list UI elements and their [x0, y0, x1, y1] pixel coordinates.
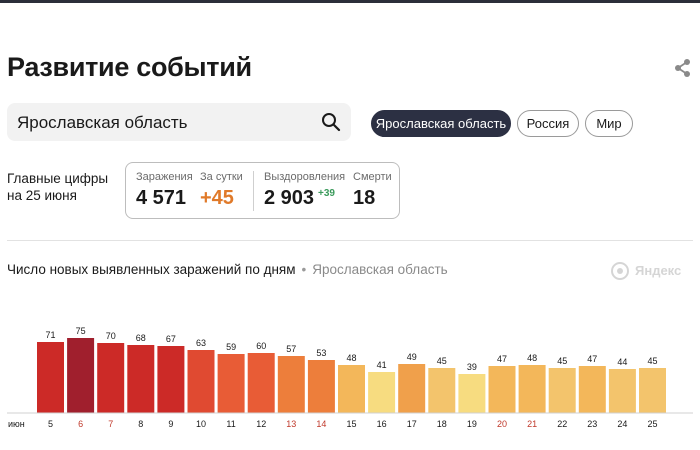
region-search-field[interactable]: Ярославская область — [7, 103, 351, 141]
value-label-jun-16: 41 — [377, 360, 387, 370]
bar-jun-24[interactable] — [608, 369, 636, 413]
x-tick-label-jun-16: 16 — [377, 419, 387, 429]
x-tick-label-jun-17: 17 — [407, 419, 417, 429]
card-divider — [253, 171, 254, 211]
x-tick-label-jun-9: 9 — [168, 419, 173, 429]
daily-value: +45 — [200, 187, 234, 209]
bar-jun-25[interactable] — [639, 368, 666, 413]
deaths-label: Смерти — [353, 171, 392, 183]
value-label-jun-11: 59 — [226, 342, 236, 352]
infected-label: Заражения — [136, 171, 193, 183]
value-label-jun-18: 45 — [437, 356, 447, 366]
bar-jun-12[interactable] — [247, 353, 275, 413]
x-tick-label-jun-22: 22 — [557, 419, 567, 429]
yandex-logo-icon — [611, 262, 629, 280]
chip-russia[interactable]: Россия — [517, 110, 579, 137]
x-tick-label-jun-15: 15 — [346, 419, 356, 429]
x-tick-label-jun-12: 12 — [256, 419, 266, 429]
value-label-jun-17: 49 — [407, 352, 417, 362]
value-label-jun-8: 68 — [136, 333, 146, 343]
value-label-jun-20: 47 — [497, 354, 507, 364]
x-tick-label-jun-23: 23 — [587, 419, 597, 429]
deaths-value: 18 — [353, 187, 376, 209]
bar-jun-17[interactable] — [398, 364, 426, 413]
chip-yaroslavl-region[interactable]: Ярославская область — [371, 110, 511, 137]
search-input[interactable]: Ярославская область — [17, 113, 188, 132]
chip-world[interactable]: Мир — [585, 110, 633, 137]
bar-jun-10[interactable] — [187, 350, 215, 413]
key-figures-title: Главные цифры — [7, 171, 109, 186]
x-tick-label-jun-13: 13 — [286, 419, 296, 429]
x-tick-label-jun-10: 10 — [196, 419, 206, 429]
x-tick-label-jun-18: 18 — [437, 419, 447, 429]
value-label-jun-6: 75 — [76, 326, 86, 336]
value-label-jun-10: 63 — [196, 338, 206, 348]
bar-jun-9[interactable] — [157, 346, 185, 413]
value-label-jun-15: 48 — [346, 353, 356, 363]
value-label-jun-9: 67 — [166, 334, 176, 344]
chart-title-separator: • — [301, 262, 307, 277]
x-tick-label-jun-14: 14 — [316, 419, 326, 429]
x-axis-month-label: июн — [8, 419, 25, 429]
bar-jun-14[interactable] — [307, 360, 335, 413]
recovered-value: 2 903 — [264, 187, 315, 209]
bar-jun-23[interactable] — [578, 366, 606, 413]
value-label-jun-7: 70 — [106, 331, 116, 341]
x-tick-label-jun-19: 19 — [467, 419, 477, 429]
value-label-jun-22: 45 — [557, 356, 567, 366]
bar-jun-7[interactable] — [97, 343, 125, 413]
bar-jun-18[interactable] — [428, 368, 456, 413]
page-title: Развитие событий — [7, 52, 252, 82]
infected-value: 4 571 — [136, 187, 187, 209]
recovered-label: Выздоровления — [264, 171, 346, 183]
top-strip — [0, 0, 700, 3]
x-tick-label-jun-24: 24 — [617, 419, 627, 429]
x-tick-label-jun-21: 21 — [527, 419, 537, 429]
share-icon[interactable] — [674, 58, 692, 78]
bar-jun-22[interactable] — [548, 368, 576, 413]
bar-jun-8[interactable] — [127, 345, 155, 413]
x-tick-label-jun-6: 6 — [78, 419, 83, 429]
value-label-jun-21: 48 — [527, 353, 537, 363]
bar-jun-21[interactable] — [518, 365, 546, 413]
bar-jun-13[interactable] — [277, 356, 305, 413]
x-tick-label-jun-5: 5 — [48, 419, 53, 429]
value-label-jun-13: 57 — [286, 344, 296, 354]
key-figures-label: Главные цифры на 25 июня — [7, 170, 108, 204]
value-label-jun-25: 45 — [647, 356, 657, 366]
value-label-jun-19: 39 — [467, 362, 477, 372]
x-tick-label-jun-20: 20 — [497, 419, 507, 429]
value-label-jun-14: 53 — [316, 348, 326, 358]
chart-region: Ярославская область — [312, 262, 448, 277]
bar-jun-15[interactable] — [338, 365, 365, 413]
daily-label: За сутки — [200, 171, 243, 183]
bar-jun-16[interactable] — [368, 372, 396, 413]
value-label-jun-5: 71 — [45, 330, 55, 340]
search-icon[interactable] — [321, 112, 341, 132]
stats-card: Заражения 4 571 За сутки +45 Выздоровлен… — [125, 162, 400, 219]
bar-jun-11[interactable] — [217, 354, 245, 413]
key-figures-date: на 25 июня — [7, 188, 77, 203]
x-tick-label-jun-7: 7 — [108, 419, 113, 429]
bar-jun-6[interactable] — [67, 338, 95, 413]
section-divider — [7, 240, 693, 241]
recovered-delta: +39 — [318, 188, 335, 199]
x-tick-label-jun-25: 25 — [647, 419, 657, 429]
bar-jun-5[interactable] — [37, 342, 64, 413]
x-tick-label-jun-8: 8 — [138, 419, 143, 429]
chart-title-text: Число новых выявленных заражений по дням — [7, 262, 296, 277]
x-tick-label-jun-11: 11 — [226, 419, 235, 429]
bar-jun-19[interactable] — [458, 374, 486, 413]
value-label-jun-24: 44 — [617, 357, 627, 367]
daily-cases-chart: 71 5 75 6 70 7 68 8 67 9 63 10 59 11 60 12 57 13 53 14 48 15 4… — [7, 326, 693, 429]
value-label-jun-23: 47 — [587, 354, 597, 364]
yandex-logo-text: Яндекс — [635, 263, 682, 278]
bar-jun-20[interactable] — [488, 366, 516, 413]
value-label-jun-12: 60 — [256, 341, 266, 351]
chart-title: Число новых выявленных заражений по дням… — [7, 262, 448, 277]
